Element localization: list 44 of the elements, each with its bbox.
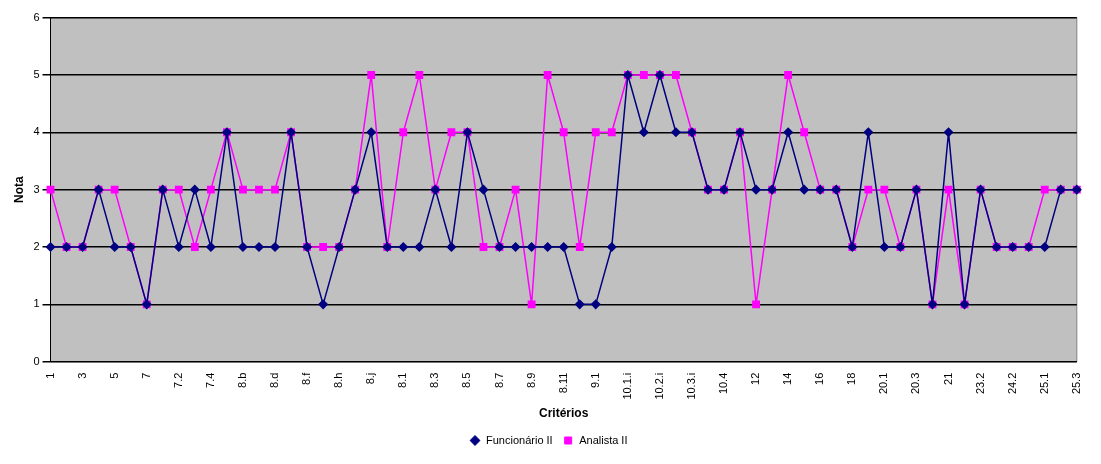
y-tick-label: 3 bbox=[33, 182, 40, 195]
x-tick-label: 1 bbox=[43, 372, 56, 379]
x-tick-label: 8.j bbox=[364, 372, 377, 385]
x-axis-title: Critérios bbox=[538, 406, 589, 421]
x-tick-label: 10.1.i bbox=[620, 372, 633, 400]
x-tick-label: 8.3 bbox=[428, 372, 441, 388]
x-tick-label: 18 bbox=[845, 372, 858, 385]
y-axis-title: Nota bbox=[11, 175, 26, 203]
x-tick-label: 8.h bbox=[332, 372, 345, 388]
legend-label: Analista II bbox=[579, 433, 628, 446]
x-tick-label: 7.4 bbox=[203, 372, 216, 388]
y-tick-label: 6 bbox=[33, 10, 40, 23]
x-tick-label: 10.2.i bbox=[652, 372, 665, 400]
x-tick-label: 14 bbox=[781, 372, 794, 385]
x-tick-label: 20.1 bbox=[877, 372, 890, 395]
x-tick-label: 8.9 bbox=[524, 372, 537, 388]
x-tick-label: 8.7 bbox=[492, 372, 505, 388]
x-tick-label: 12 bbox=[749, 372, 762, 385]
x-tick-label: 10.4 bbox=[717, 372, 730, 395]
x-tick-label: 8.11 bbox=[556, 372, 569, 394]
x-tick-label: 23.2 bbox=[973, 372, 986, 395]
y-tick-label: 0 bbox=[33, 354, 40, 367]
x-tick-label: 9.1 bbox=[588, 372, 601, 388]
y-tick-label: 1 bbox=[33, 297, 40, 310]
x-tick-label: 8.5 bbox=[460, 372, 473, 388]
x-tick-label: 3 bbox=[75, 372, 88, 379]
y-tick-label: 5 bbox=[33, 67, 40, 80]
x-tick-label: 20.3 bbox=[909, 372, 922, 395]
legend-label: Funcionário II bbox=[486, 433, 553, 446]
y-tick-label: 4 bbox=[33, 125, 40, 138]
x-tick-label: 5 bbox=[107, 372, 120, 379]
y-tick-label: 2 bbox=[33, 240, 40, 253]
x-tick-label: 21 bbox=[941, 372, 954, 385]
x-tick-label: 16 bbox=[813, 372, 826, 385]
x-tick-label: 7.2 bbox=[171, 372, 184, 388]
x-tick-label: 7 bbox=[139, 372, 152, 379]
x-tick-label: 24.2 bbox=[1005, 372, 1018, 395]
x-tick-label: 8.b bbox=[235, 372, 248, 388]
x-tick-label: 25.3 bbox=[1069, 372, 1082, 395]
x-tick-label: 25.1 bbox=[1037, 372, 1050, 395]
x-tick-label: 8.f bbox=[300, 371, 313, 385]
x-tick-label: 10.3.i bbox=[684, 372, 697, 400]
x-tick-label: 8.1 bbox=[396, 372, 409, 388]
x-tick-label: 8.d bbox=[268, 372, 281, 388]
